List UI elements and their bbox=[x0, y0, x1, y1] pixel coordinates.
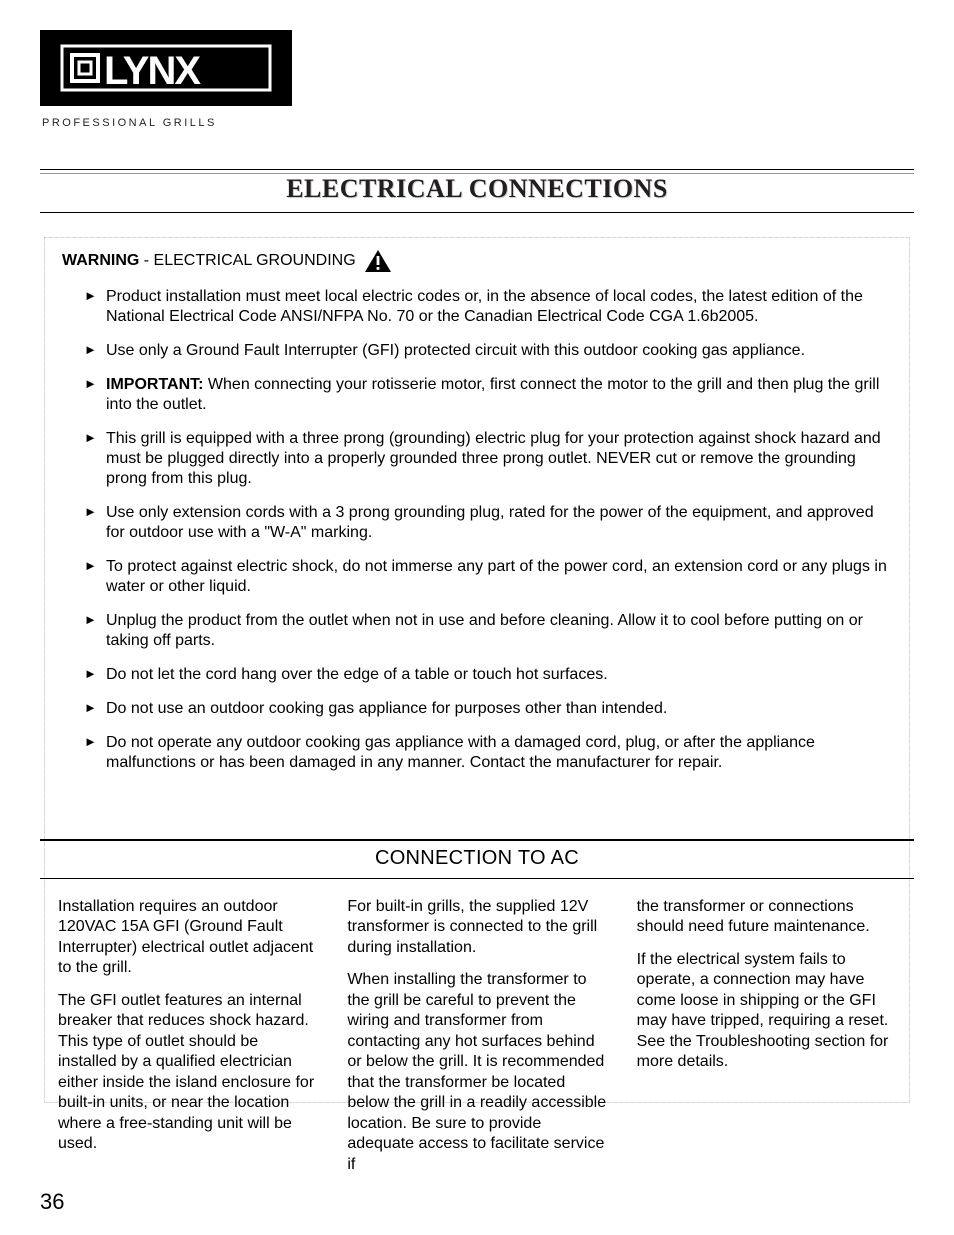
warning-header-bold: WARNING bbox=[62, 252, 139, 269]
warning-triangle-icon bbox=[364, 249, 392, 273]
warning-item: To protect against electric shock, do no… bbox=[88, 557, 892, 597]
subsection-title: CONNECTION TO AC bbox=[375, 847, 579, 869]
page-number: 36 bbox=[40, 1189, 64, 1215]
warning-header-text: WARNING - ELECTRICAL GROUNDING bbox=[62, 252, 356, 270]
body-paragraph: If the electrical system fails to operat… bbox=[637, 950, 896, 1073]
warning-header: WARNING - ELECTRICAL GROUNDING bbox=[62, 249, 892, 273]
section-title: ELECTRICAL CONNECTIONS bbox=[286, 174, 668, 203]
warning-item: Unplug the product from the outlet when … bbox=[88, 611, 892, 651]
body-paragraph: the transformer or connections should ne… bbox=[637, 897, 896, 938]
warning-item: Product installation must meet local ele… bbox=[88, 287, 892, 327]
warning-item: Do not operate any outdoor cooking gas a… bbox=[88, 733, 892, 773]
body-paragraph: Installation requires an outdoor 120VAC … bbox=[58, 897, 317, 979]
body-paragraph: When installing the transformer to the g… bbox=[347, 970, 606, 1175]
warning-item: Use only extension cords with a 3 prong … bbox=[88, 503, 892, 543]
warning-item: IMPORTANT: When connecting your rotisser… bbox=[88, 375, 892, 415]
section-title-bar: ELECTRICAL CONNECTIONS bbox=[40, 169, 914, 213]
brand-logo: LYNX bbox=[40, 30, 292, 106]
column-3: the transformer or connections should ne… bbox=[637, 897, 896, 1187]
brand-subtitle: PROFESSIONAL GRILLS bbox=[42, 117, 914, 129]
warning-list: Product installation must meet local ele… bbox=[62, 287, 892, 773]
warning-item: Do not let the cord hang over the edge o… bbox=[88, 665, 892, 685]
warning-box: WARNING - ELECTRICAL GROUNDING Product i… bbox=[40, 233, 914, 789]
brand-logo-block: LYNX PROFESSIONAL GRILLS bbox=[40, 30, 914, 129]
lynx-logo-svg: LYNX bbox=[56, 40, 276, 96]
column-1: Installation requires an outdoor 120VAC … bbox=[58, 897, 317, 1187]
warning-header-rest: - ELECTRICAL GROUNDING bbox=[139, 252, 355, 269]
warning-item: Do not use an outdoor cooking gas applia… bbox=[88, 699, 892, 719]
body-paragraph: For built-in grills, the supplied 12V tr… bbox=[347, 897, 606, 958]
svg-text:LYNX: LYNX bbox=[104, 49, 201, 93]
body-paragraph: The GFI outlet features an internal brea… bbox=[58, 991, 317, 1155]
column-2: For built-in grills, the supplied 12V tr… bbox=[347, 897, 606, 1187]
subsection-header-bar: CONNECTION TO AC bbox=[40, 839, 914, 879]
content-columns: Installation requires an outdoor 120VAC … bbox=[40, 897, 914, 1187]
warning-item: This grill is equipped with a three pron… bbox=[88, 429, 892, 489]
warning-item: Use only a Ground Fault Interrupter (GFI… bbox=[88, 341, 892, 361]
